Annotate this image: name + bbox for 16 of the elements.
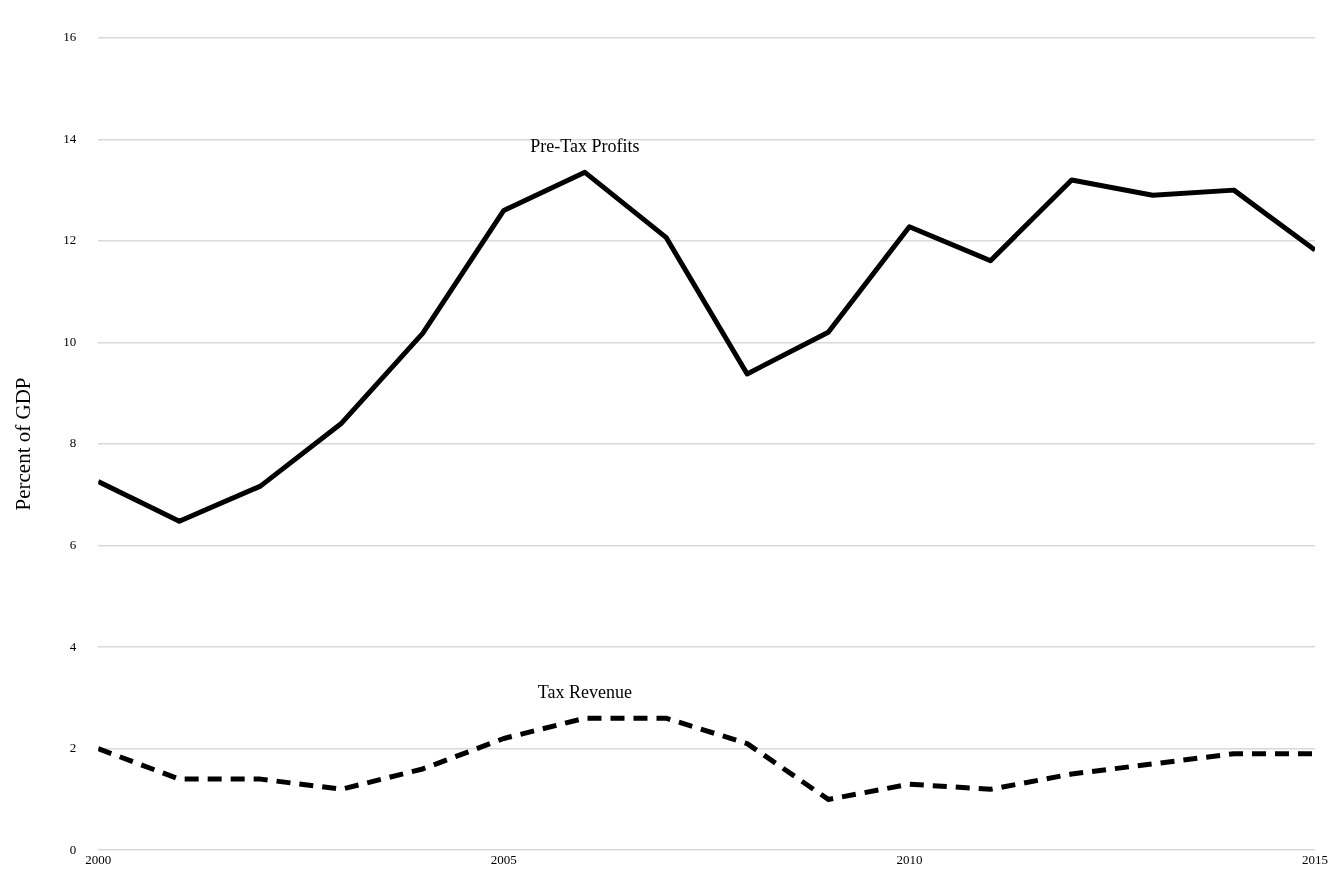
y-tick-label: 8 [69, 435, 77, 451]
y-tick-label: 6 [69, 536, 77, 552]
y-tick-label: 14 [63, 130, 77, 146]
y-tick-label: 12 [63, 232, 77, 248]
x-tick-label: 2010 [896, 852, 923, 868]
y-tick-label: 0 [69, 841, 77, 857]
x-tick-label: 2005 [490, 852, 517, 868]
y-axis-title: Percent of GDP [11, 377, 36, 511]
series-label: Pre-Tax Profits [530, 136, 640, 157]
y-tick-label: 2 [69, 740, 77, 756]
x-tick-label: 2000 [85, 852, 112, 868]
y-tick-label: 4 [69, 638, 77, 654]
x-tick-label: 2015 [1302, 852, 1328, 868]
y-tick-label: 10 [63, 333, 77, 349]
series-label: Tax Revenue [537, 681, 633, 702]
y-tick-label: 16 [63, 29, 77, 45]
